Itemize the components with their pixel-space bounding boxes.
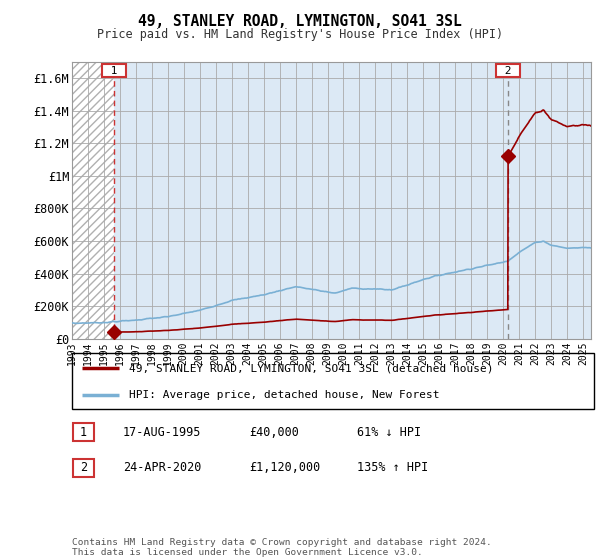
Text: 61% ↓ HPI: 61% ↓ HPI <box>357 426 421 439</box>
Text: 1: 1 <box>104 66 124 76</box>
Text: 1: 1 <box>80 426 87 439</box>
Text: 2: 2 <box>498 66 518 76</box>
Text: 49, STANLEY ROAD, LYMINGTON, SO41 3SL: 49, STANLEY ROAD, LYMINGTON, SO41 3SL <box>138 14 462 29</box>
Text: 24-APR-2020: 24-APR-2020 <box>123 461 202 474</box>
Text: 2: 2 <box>80 461 87 474</box>
Text: 49, STANLEY ROAD, LYMINGTON, SO41 3SL (detached house): 49, STANLEY ROAD, LYMINGTON, SO41 3SL (d… <box>130 363 494 374</box>
Bar <box>114 62 591 339</box>
Text: 17-AUG-1995: 17-AUG-1995 <box>123 426 202 439</box>
Text: Contains HM Land Registry data © Crown copyright and database right 2024.
This d: Contains HM Land Registry data © Crown c… <box>72 538 492 557</box>
FancyBboxPatch shape <box>73 423 94 441</box>
Text: £1,120,000: £1,120,000 <box>249 461 320 474</box>
Text: £40,000: £40,000 <box>249 426 299 439</box>
Text: HPI: Average price, detached house, New Forest: HPI: Average price, detached house, New … <box>130 390 440 400</box>
FancyBboxPatch shape <box>73 459 94 477</box>
Text: Price paid vs. HM Land Registry's House Price Index (HPI): Price paid vs. HM Land Registry's House … <box>97 28 503 41</box>
Text: 135% ↑ HPI: 135% ↑ HPI <box>357 461 428 474</box>
